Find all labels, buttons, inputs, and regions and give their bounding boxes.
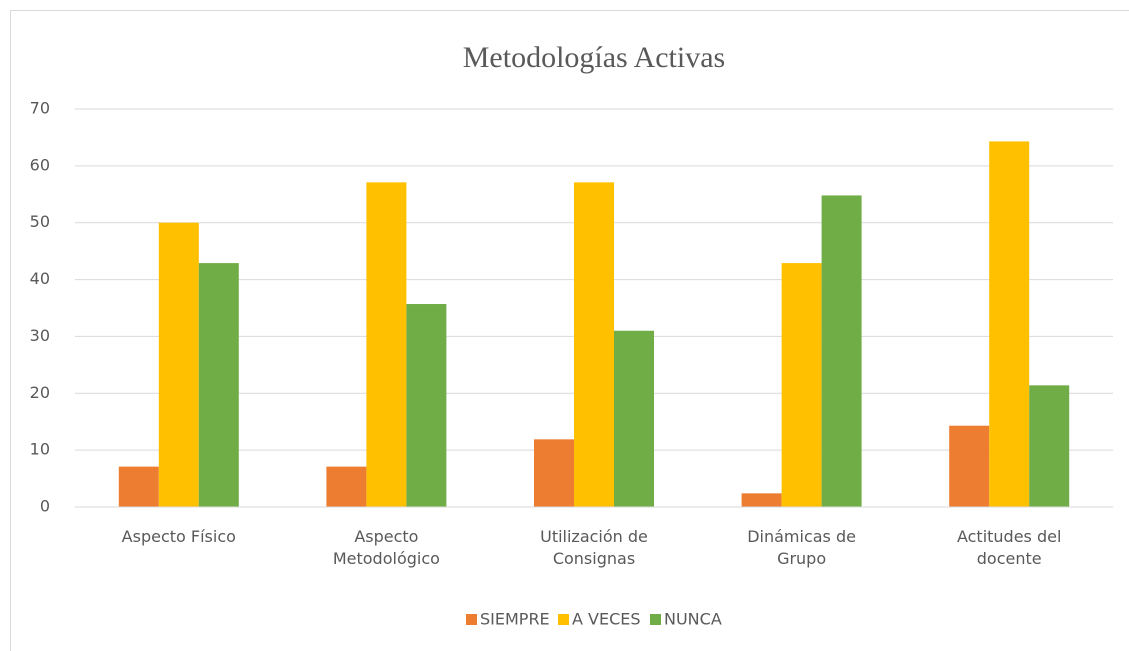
legend-label: A VECES — [572, 610, 641, 629]
bar — [158, 222, 199, 507]
y-tick-label: 30 — [30, 326, 50, 345]
bar — [821, 195, 862, 507]
legend-swatch — [558, 614, 569, 625]
y-tick-label: 60 — [30, 155, 50, 174]
legend-swatch — [650, 614, 661, 625]
bar — [198, 263, 239, 507]
bar — [326, 466, 367, 507]
bar — [989, 141, 1030, 507]
y-tick-label: 0 — [40, 497, 50, 516]
x-tick-label: Aspecto Metodológico — [332, 527, 440, 568]
y-tick-label: 50 — [30, 212, 50, 231]
bar — [118, 466, 159, 507]
x-tick-label: Utilización de Consignas — [540, 527, 648, 568]
bar — [366, 182, 407, 508]
y-tick-label: 10 — [30, 440, 50, 459]
bar — [949, 425, 990, 507]
bar — [781, 263, 822, 507]
x-tick-label: Actitudes del docente — [956, 527, 1062, 568]
legend-label: SIEMPRE — [480, 610, 550, 629]
x-tick-label: Aspecto Físico — [121, 527, 236, 546]
bar — [614, 330, 654, 507]
y-tick-label: 40 — [30, 269, 50, 288]
legend-label: NUNCA — [664, 610, 722, 629]
bar — [534, 439, 574, 507]
y-tick-label: 70 — [30, 99, 50, 118]
bar — [741, 493, 782, 507]
bar — [574, 182, 614, 508]
x-tick-label: Dinámicas de Grupo — [747, 527, 856, 568]
bar — [1029, 385, 1070, 507]
legend-swatch — [466, 614, 477, 625]
chart-title: Metodologías Activas — [463, 41, 725, 74]
bar — [406, 304, 447, 507]
y-tick-label: 20 — [30, 383, 50, 402]
